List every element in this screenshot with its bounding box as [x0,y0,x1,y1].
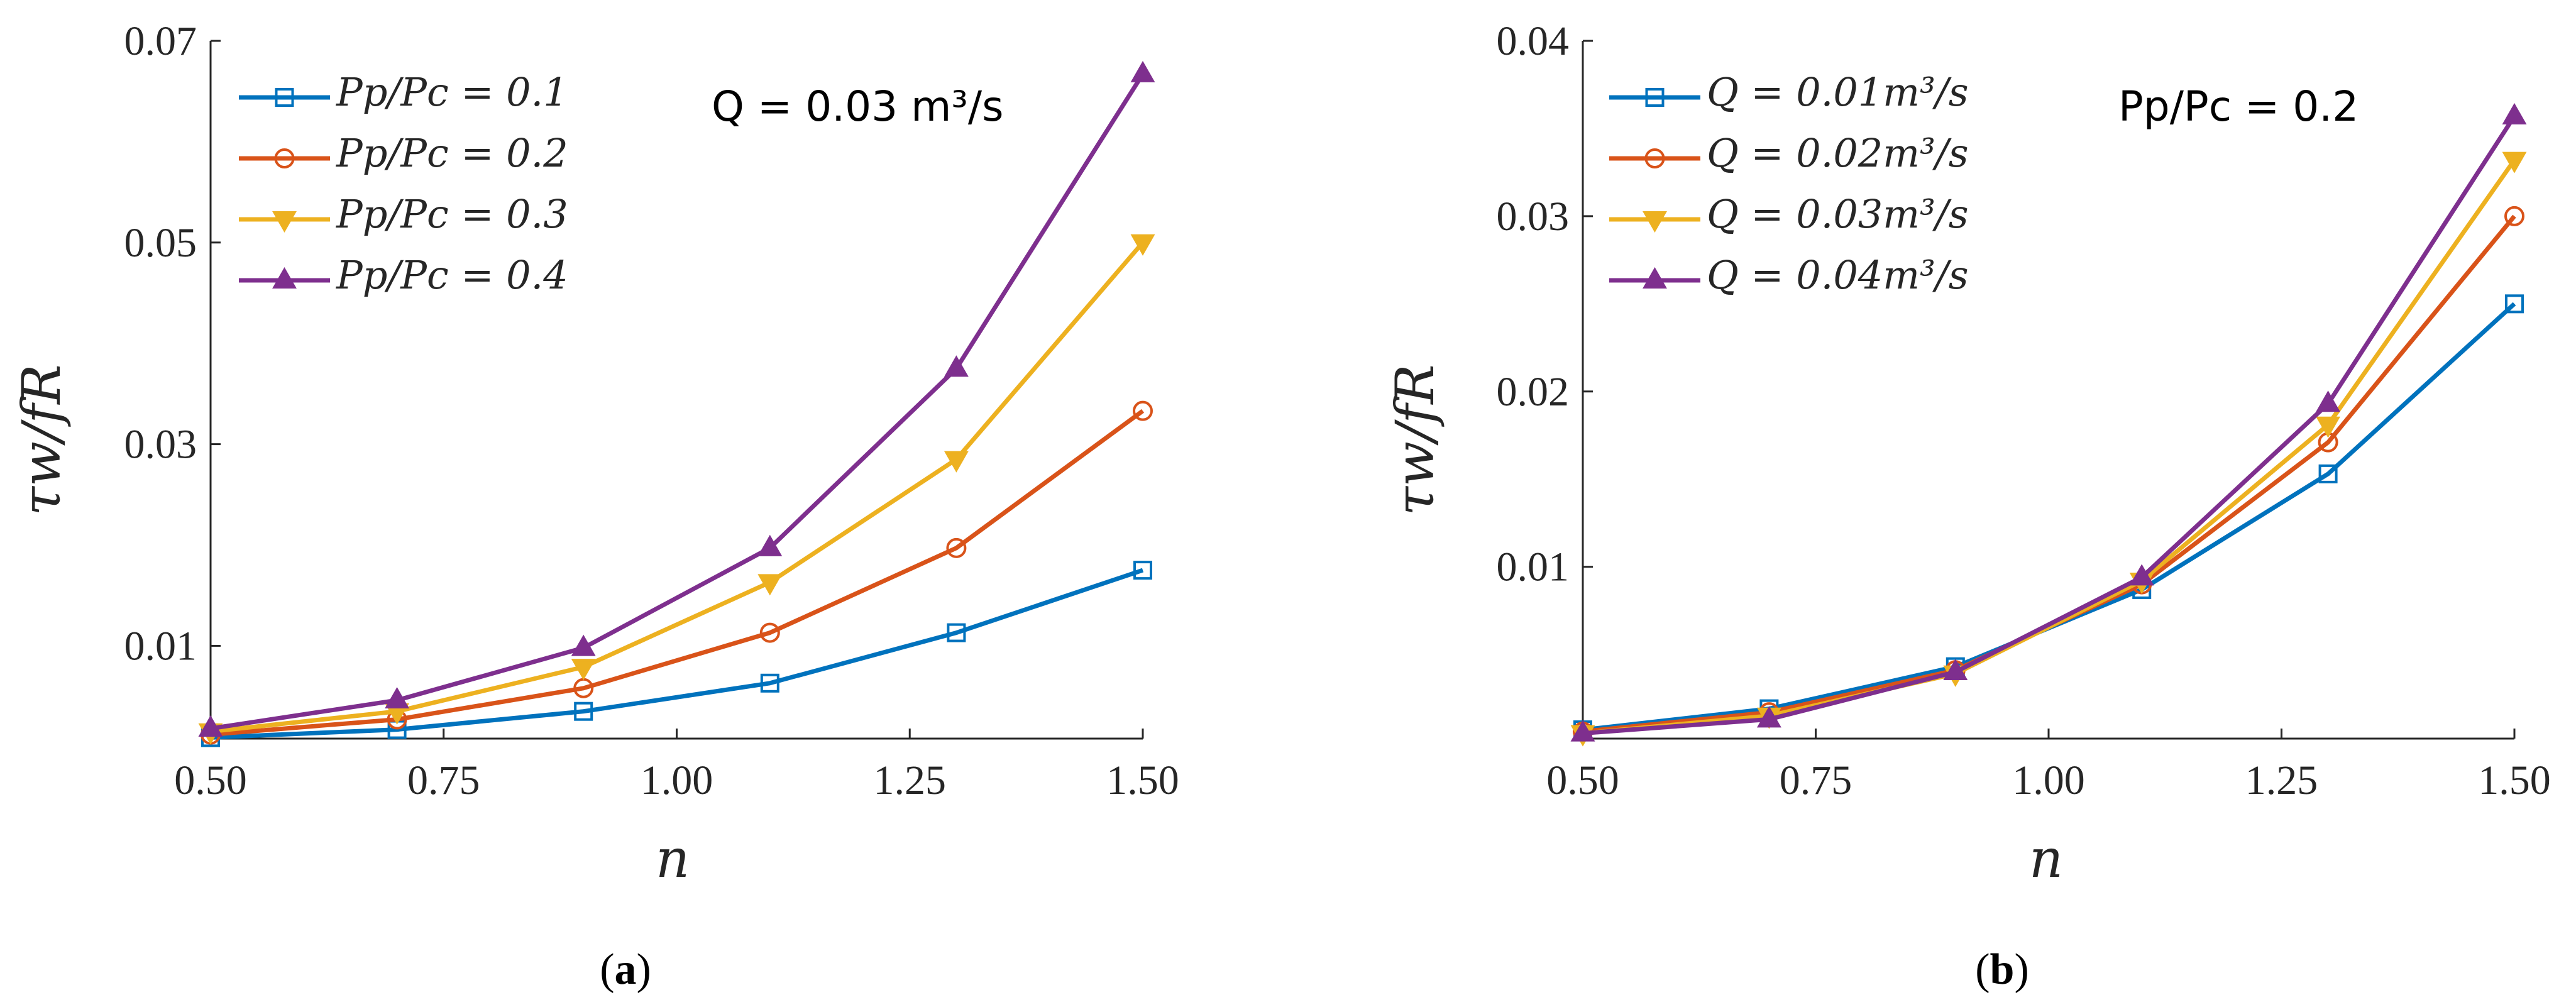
data-point-b-1-6 [2505,294,2524,314]
legend-label-b-1: Q = 0.01m³/s [1707,69,1969,115]
data-point-b-4-6 [2502,102,2527,124]
series-line-b-4 [1582,114,2516,736]
data-point-a-3-6 [1130,234,1155,256]
legend-a: Pp/Pc = 0.1 Pp/Pc = 0.2 Pp/Pc = 0.3 Pp/P… [229,60,619,311]
data-point-a-2-6 [1133,400,1153,421]
caption-a-open: ( [600,945,614,994]
data-point-a-4-1 [198,715,223,737]
x-tick-label-a-2: 1.00 [641,757,713,803]
data-point-b-4-3 [1943,658,1968,681]
legend-label-a-1: Pp/Pc = 0.1 [336,69,568,115]
series-line-b-3 [1582,158,2516,736]
y-tick-label-a-3: 0.07 [124,18,197,64]
y-tick-label-a-2: 0.05 [124,220,197,266]
caption-b-open: ( [1975,945,1990,994]
legend-label-a-4: Pp/Pc = 0.4 [336,252,568,298]
data-point-b-4-4 [2129,564,2154,586]
x-tick-label-b-0: 0.50 [1546,757,1619,803]
caption-b: (b) [1975,945,2029,994]
data-point-a-4-4 [757,534,783,556]
annotation-b: Pp/Pc = 0.2 [2118,82,2359,131]
data-point-b-1-5 [2318,464,2338,483]
data-point-b-4-2 [1756,706,1781,728]
x-tick-label-b-3: 1.25 [2245,757,2318,803]
legend-label-b-3: Q = 0.03m³/s [1707,191,1969,237]
data-point-b-4-1 [1570,720,1595,742]
data-point-a-1-6 [1133,561,1152,580]
data-point-b-4-5 [2316,390,2341,412]
y-tick-label-b-2: 0.03 [1497,194,1570,239]
legend-marker-b-2 [1644,148,1665,168]
series-line-a-1 [210,568,1144,740]
legend-box-a [229,60,619,311]
caption-a: (a) [600,945,651,994]
caption-b-close: ) [2014,945,2028,994]
x-tick-label-a-4: 1.50 [1106,757,1179,803]
x-tick-label-a-3: 1.25 [874,757,947,803]
legend-marker-b-3 [1643,211,1667,233]
chart-panel-b: 0.50 0.75 1.00 1.25 1.50 0.01 0.02 0.03 0.04 Q =… [1384,18,2551,994]
y-tick-label-b-0: 0.01 [1497,544,1570,590]
x-axis-title-a: n [656,828,690,889]
legend-marker-a-1 [275,88,294,107]
data-point-a-1-4 [760,673,779,693]
x-tick-label-b-1: 0.75 [1780,757,1852,803]
legend-label-a-3: Pp/Pc = 0.3 [336,191,568,237]
data-point-a-4-3 [571,634,596,656]
legend-label-b-2: Q = 0.02m³/s [1707,130,1969,176]
series-line-a-3 [210,241,1145,734]
y-axis-title-b: τw/fR [1384,364,1446,515]
legend-marker-b-1 [1645,88,1665,107]
series-line-a-2 [210,409,1145,737]
x-tick-label-a-0: 0.50 [174,757,247,803]
legend-label-a-2: Pp/Pc = 0.2 [336,130,568,176]
data-point-a-2-4 [759,622,780,643]
x-axis-title-b: n [2029,828,2063,889]
caption-a-close: ) [637,945,651,994]
y-tick-label-a-1: 0.03 [124,422,197,468]
legend-marker-a-3 [272,211,297,233]
y-tick-label-a-0: 0.01 [124,623,197,669]
series-line-a-4 [210,73,1145,731]
legend-marker-b-4 [1643,267,1667,289]
series-line-b-1 [1582,302,2516,732]
chart-panel-a: 0.50 0.75 1.00 1.25 1.50 0.01 0.03 0.05 0.07 Pp/… [11,18,1179,994]
annotation-a: Q = 0.03 m³/s [712,82,1004,131]
x-tick-label-b-4: 1.50 [2478,757,2551,803]
data-point-b-2-6 [2504,206,2524,226]
data-point-a-3-4 [757,574,783,596]
data-point-a-4-5 [944,355,969,377]
legend-marker-a-4 [272,267,297,289]
y-tick-label-b-1: 0.02 [1497,369,1570,415]
data-point-a-1-3 [574,702,593,721]
data-point-a-2-5 [946,537,967,558]
caption-b-letter: b [1990,945,2015,994]
data-point-a-3-5 [944,451,969,473]
legend-b: Q = 0.01m³/s Q = 0.02m³/s Q = 0.03m³/s Q… [1600,60,2027,311]
y-axis-title-a: τw/fR [11,364,72,515]
y-tick-label-b-3: 0.04 [1497,18,1570,64]
data-point-a-1-5 [947,623,966,642]
caption-a-letter: a [615,945,637,994]
data-point-a-3-3 [571,659,596,681]
x-tick-label-b-2: 1.00 [2012,757,2085,803]
legend-box-b [1600,60,2027,311]
data-point-b-3-6 [2502,151,2527,173]
legend-marker-a-2 [274,148,295,168]
data-point-b-3-5 [2316,416,2341,438]
data-point-a-4-6 [1130,60,1155,82]
legend-label-b-4: Q = 0.04m³/s [1707,252,1969,298]
x-tick-label-a-1: 0.75 [407,757,480,803]
data-point-a-4-2 [385,687,410,709]
